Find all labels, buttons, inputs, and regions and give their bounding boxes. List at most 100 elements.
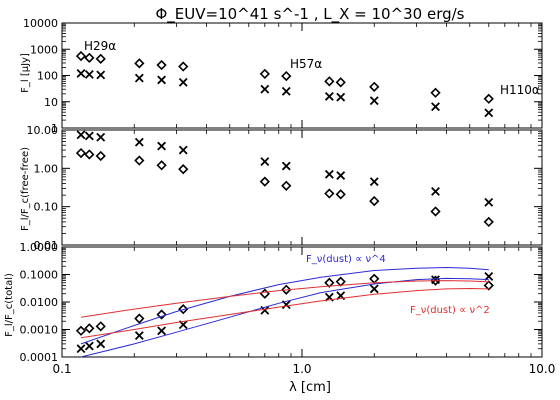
middle-cross-point — [369, 177, 379, 187]
blue-upper-curve — [80, 266, 489, 345]
chart-title: Φ_EUV=10^41 s^-1 , L_X = 10^30 erg/s — [155, 5, 464, 24]
bottom-ylabel: F_l/F_c(total) — [4, 273, 15, 337]
top-cross-point — [96, 70, 106, 80]
red-lower-curve — [80, 287, 489, 339]
top-diamond-point — [134, 58, 145, 69]
middle-cross-point — [281, 161, 291, 171]
top-ytick-label: 1000 — [30, 43, 58, 56]
top-diamond-point — [369, 81, 380, 92]
middle-cross-point — [260, 157, 270, 167]
top-diamond-point — [281, 70, 292, 82]
top-cross-point — [178, 77, 188, 87]
middle-diamond-point — [178, 164, 189, 175]
top-cross-point — [369, 96, 379, 106]
middle-diamond-point — [324, 188, 335, 199]
top-cross-point — [84, 69, 94, 79]
h57-label: H57α — [290, 57, 322, 71]
bottom-diamond-point — [156, 309, 167, 320]
middle-diamond-point — [369, 195, 380, 207]
middle-diamond-point — [134, 155, 145, 166]
top-diamond-point — [156, 59, 167, 71]
bottom-diamond-point — [134, 313, 145, 324]
middle-cross-point — [84, 131, 94, 141]
bottom-ytick-label: 0.0100 — [20, 296, 59, 309]
middle-ytick-label: 0.10 — [34, 201, 59, 214]
top-ylabel: F_l [μJy] — [20, 53, 31, 93]
middle-diamond-point — [281, 180, 292, 191]
middle-cross-point — [484, 197, 494, 207]
middle-cross-point — [431, 186, 440, 196]
x-tick-label: 1.0 — [292, 362, 311, 376]
bottom-diamond-point — [369, 273, 380, 284]
bottom-diamond-point — [95, 321, 106, 332]
middle-cross-point — [134, 137, 144, 147]
top-cross-point — [157, 75, 167, 85]
middle-cross-point — [336, 171, 346, 180]
top-cross-point — [281, 86, 291, 96]
bottom-diamond-point — [335, 276, 346, 287]
top-frame — [61, 22, 543, 129]
middle-frame — [61, 129, 543, 246]
middle-ytick-label: 1.00 — [34, 162, 59, 175]
middle-diamond-point — [430, 206, 441, 217]
bottom-diamond-point — [324, 277, 335, 288]
top-cross-point — [324, 91, 334, 101]
middle-panel: 0.01 0.10 1.00 10.00 — [27, 124, 543, 252]
bottom-frame — [61, 246, 543, 358]
middle-diamond-point — [335, 189, 346, 200]
x-axis-label: λ [cm] — [289, 380, 331, 395]
bottom-cross-point — [157, 326, 167, 336]
top-panel: 1 10 100 1000 10000 — [23, 17, 543, 135]
top-ytick-label: 10000 — [23, 17, 58, 30]
middle-cross-point — [76, 130, 86, 140]
middle-ytick-label: 10.00 — [27, 124, 59, 137]
top-ytick-label: 1 — [51, 122, 58, 135]
blue-lower-curve — [80, 277, 489, 358]
h29-label: H29α — [84, 39, 116, 53]
bottom-cross-point — [76, 344, 86, 354]
top-diamond-point — [335, 77, 346, 88]
top-cross-point — [134, 73, 144, 83]
top-diamond-point — [84, 52, 95, 63]
bottom-cross-point — [484, 272, 494, 281]
top-diamond-point — [324, 76, 335, 87]
middle-diamond-point — [95, 150, 106, 162]
bottom-cross-point — [96, 339, 106, 349]
top-diamond-point — [259, 68, 270, 80]
bottom-diamond-point — [178, 304, 189, 315]
bottom-cross-point — [134, 331, 144, 341]
bottom-ytick-label: 1.0000 — [20, 241, 59, 254]
top-diamond-point — [178, 61, 189, 72]
middle-ytick-label: 0.01 — [34, 239, 59, 252]
middle-ylabel: F_l/F_c(free-free) — [20, 147, 31, 231]
bottom-diamond-point — [75, 325, 87, 336]
bottom-cross-point — [369, 284, 379, 294]
bottom-ytick-label: 0.0001 — [20, 351, 59, 364]
top-diamond-point — [483, 93, 494, 104]
middle-cross-point — [96, 132, 106, 142]
middle-diamond-point — [75, 147, 87, 159]
top-cross-point — [336, 92, 346, 102]
bottom-ytick-label: 0.1000 — [20, 269, 59, 282]
middle-cross-point — [324, 169, 334, 179]
bottom-panel: 0.0001 0.0010 0.0100 0.1000 1.0000 0.1 1.0 10.0 — [20, 241, 556, 376]
top-ytick-label: 100 — [37, 70, 58, 83]
middle-cross-point — [157, 141, 167, 151]
top-ytick-label: 10 — [44, 96, 58, 109]
middle-cross-point — [178, 145, 188, 155]
top-cross-point — [484, 108, 494, 118]
middle-diamond-point — [483, 216, 494, 228]
h110-label: H110α — [500, 83, 540, 97]
middle-diamond-point — [84, 149, 95, 160]
nu4-label: F_ν(dust) ∝ ν^4 — [306, 254, 386, 265]
top-cross-point — [76, 68, 86, 78]
middle-diamond-point — [156, 160, 167, 171]
bottom-diamond-point — [281, 284, 292, 295]
top-cross-point — [431, 102, 440, 112]
bottom-ytick-label: 0.0010 — [20, 324, 59, 337]
nu2-label: F_ν(dust) ∝ ν^2 — [410, 305, 490, 316]
middle-diamond-point — [259, 176, 270, 187]
top-diamond-point — [95, 53, 106, 65]
x-tick-label: 10.0 — [529, 362, 556, 376]
